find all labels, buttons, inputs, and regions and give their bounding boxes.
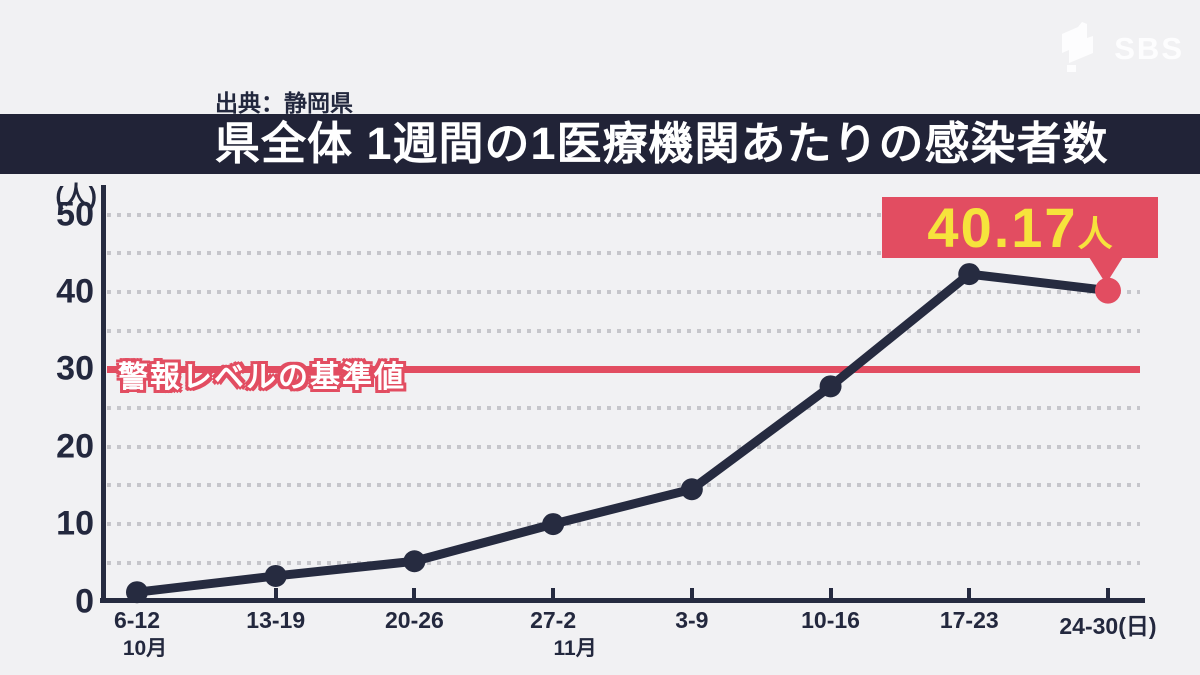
data-point bbox=[126, 581, 148, 604]
x-axis-label: 24-30(日) bbox=[1059, 613, 1157, 639]
series-line bbox=[132, 269, 1113, 597]
y-axis-tick-label: 0 bbox=[75, 582, 94, 620]
gridline bbox=[107, 483, 1140, 488]
sbs-logo-text: SBS bbox=[1114, 30, 1184, 66]
data-series bbox=[126, 263, 1121, 604]
y-axis-line bbox=[101, 185, 106, 602]
data-point bbox=[819, 375, 842, 398]
gridline bbox=[107, 328, 1140, 333]
x-axis-tick bbox=[967, 588, 972, 598]
gridline bbox=[107, 289, 1140, 294]
x-axis-tick bbox=[551, 588, 556, 598]
x-axis-tick bbox=[273, 588, 278, 598]
y-axis-tick-label: 20 bbox=[56, 427, 94, 466]
x-axis-label: 17-23 bbox=[939, 607, 999, 633]
gridline bbox=[107, 560, 1140, 565]
gridline bbox=[107, 522, 1140, 527]
x-axis-line bbox=[100, 598, 1145, 603]
value-callout-number: 40.17 bbox=[927, 195, 1078, 259]
data-point bbox=[680, 478, 703, 501]
alert-threshold-line bbox=[107, 366, 1140, 373]
y-axis-tick-label: 50 bbox=[56, 195, 94, 233]
x-axis-tick bbox=[1105, 588, 1110, 598]
x-axis-tick bbox=[412, 588, 417, 598]
value-callout: 40.17 人 bbox=[882, 197, 1158, 258]
value-callout-pointer-icon bbox=[1089, 257, 1123, 284]
x-axis-label: 13-19 bbox=[246, 607, 306, 633]
month-label: 11月 bbox=[553, 637, 597, 660]
sbs-logo-mark-icon bbox=[1054, 20, 1104, 77]
x-axis-label: 3-9 bbox=[675, 607, 709, 633]
month-label: 10月 bbox=[122, 637, 168, 660]
y-axis-tick-label: 40 bbox=[56, 272, 94, 311]
data-point bbox=[403, 550, 426, 573]
source-label: 出典：静岡県 bbox=[215, 90, 353, 116]
title-banner: 県全体 1週間の1医療機関あたりの感染者数 bbox=[0, 114, 1200, 174]
value-callout-unit: 人 bbox=[1077, 215, 1113, 254]
sbs-logo: SBS bbox=[1054, 20, 1184, 77]
gridline bbox=[107, 444, 1140, 449]
gridline bbox=[107, 251, 1140, 256]
x-axis-label: 27-2 bbox=[530, 607, 577, 633]
alert-threshold-label: 警報レベルの基準値 bbox=[118, 361, 406, 394]
x-axis-label: 6-12 bbox=[113, 607, 161, 633]
data-point bbox=[542, 513, 565, 536]
data-point bbox=[264, 564, 287, 587]
gridline bbox=[107, 406, 1140, 410]
y-axis-tick-label: 30 bbox=[56, 349, 94, 388]
data-point-highlight bbox=[1094, 277, 1121, 304]
x-axis-tick bbox=[828, 588, 833, 598]
data-point bbox=[958, 263, 981, 286]
x-axis-label: 10-16 bbox=[801, 607, 860, 633]
x-axis-label: 20-26 bbox=[384, 607, 444, 633]
page-title: 県全体 1週間の1医療機関あたりの感染者数 bbox=[215, 118, 1109, 169]
gridline bbox=[107, 212, 1140, 217]
y-axis-tick-label: 10 bbox=[56, 504, 94, 543]
y-axis-unit-label: (人) bbox=[55, 182, 97, 210]
x-axis-tick bbox=[689, 588, 694, 598]
